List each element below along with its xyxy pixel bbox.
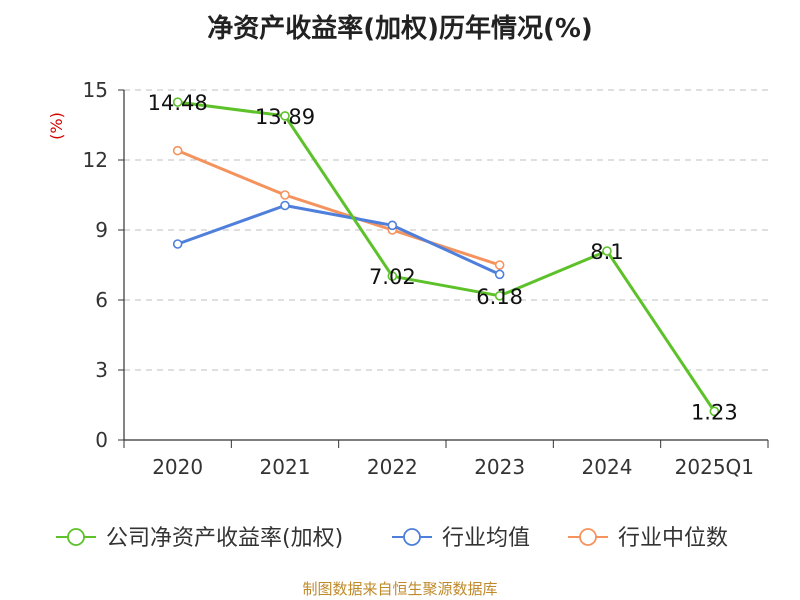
data-point — [387, 271, 398, 282]
data-label: 14.48 — [148, 91, 208, 115]
x-tick-label: 2023 — [474, 455, 525, 479]
data-point — [172, 239, 183, 249]
data-point — [172, 145, 183, 156]
data-point — [280, 190, 290, 200]
legend-label: 行业均值 — [442, 526, 530, 551]
y-tick-label: 3 — [95, 358, 108, 382]
data-point — [280, 200, 290, 211]
data-point — [602, 246, 612, 256]
x-tick-label: 2025Q1 — [675, 455, 754, 479]
series-line — [177, 149, 501, 267]
data-label: 7.02 — [369, 265, 416, 289]
legend-marker-circle — [579, 528, 597, 546]
x-tick-label: 2022 — [367, 455, 418, 479]
x-tick-label: 2024 — [582, 455, 633, 479]
y-tick-label: 12 — [83, 148, 108, 172]
data-point — [494, 290, 505, 301]
x-tick-label: 2020 — [152, 455, 203, 479]
source-note: 制图数据来自恒生聚源数据库 — [302, 580, 498, 598]
data-point — [280, 111, 290, 121]
y-tick-label: 9 — [95, 218, 108, 242]
y-tick-label: 15 — [83, 78, 108, 102]
data-label: 1.23 — [691, 400, 738, 424]
data-point — [494, 260, 505, 270]
data-point — [494, 269, 505, 280]
legend-label: 行业中位数 — [618, 526, 728, 551]
y-axis-unit-label: (%) — [47, 112, 66, 140]
legend-label: 公司净资产收益率(加权) — [106, 526, 343, 551]
data-label: 13.89 — [255, 105, 315, 129]
legend-marker-circle — [67, 528, 85, 546]
y-tick-label: 0 — [95, 428, 108, 452]
x-tick-label: 2021 — [260, 455, 311, 479]
series-line — [177, 100, 716, 413]
data-point — [709, 406, 720, 417]
data-point — [387, 220, 398, 231]
data-point — [172, 97, 183, 107]
series-line — [177, 204, 501, 276]
data-label: 6.18 — [476, 285, 523, 309]
data-label: 8.1 — [590, 240, 623, 264]
legend-marker-circle — [403, 528, 421, 546]
chart-title: 净资产收益率(加权)历年情况(%) — [207, 14, 593, 44]
y-tick-label: 6 — [95, 288, 108, 312]
